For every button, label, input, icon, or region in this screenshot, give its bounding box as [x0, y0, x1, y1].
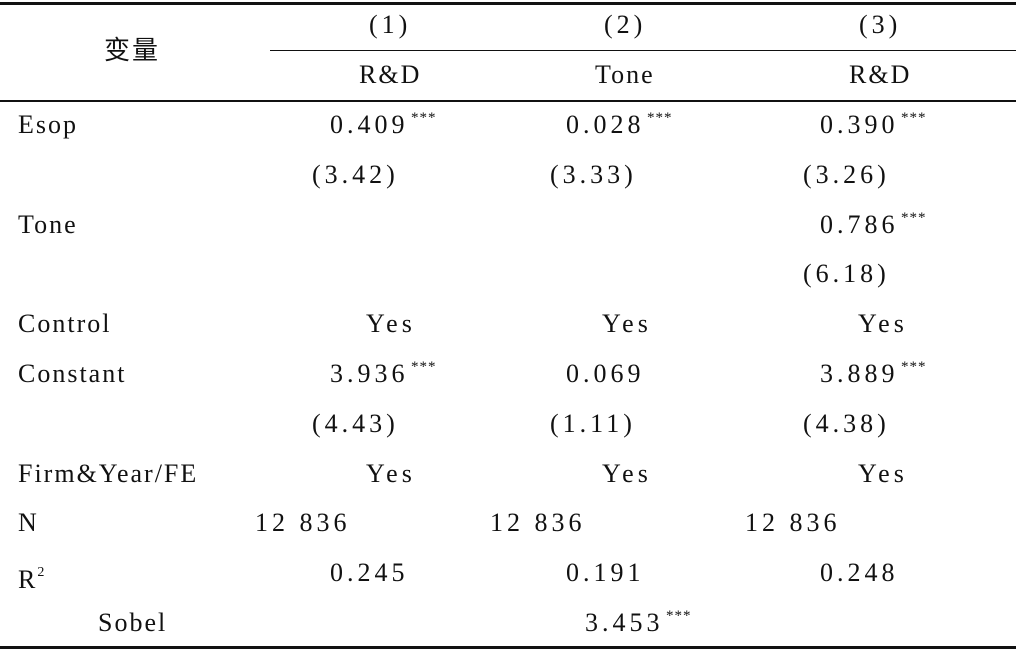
cell-value: 0.248: [820, 558, 899, 588]
column-number: (3): [859, 10, 902, 39]
cell-value: Yes: [366, 309, 416, 339]
row-label: Sobel: [98, 608, 168, 637]
cell-value: Yes: [602, 309, 652, 339]
cell-value: 12 836: [255, 508, 351, 538]
row-label: R2: [18, 565, 47, 595]
mid-rule: [270, 50, 1016, 51]
row-label: Control: [18, 309, 112, 339]
cell-value: (3.26): [803, 159, 890, 189]
cell-value: 0.069: [566, 359, 645, 388]
column-name: R&D: [359, 60, 422, 89]
cell-value: (4.43): [312, 408, 399, 438]
cell-value: (3.42): [312, 159, 399, 189]
cell-value: (6.18): [803, 259, 890, 289]
cell-value: (1.11): [550, 408, 636, 438]
column-name: Tone: [595, 60, 655, 89]
cell-value: 3.453: [585, 608, 664, 637]
cell-value: Yes: [858, 458, 908, 488]
cell-value: 0.028: [566, 110, 645, 139]
significance-stars: ***: [411, 359, 437, 375]
significance-stars: ***: [666, 608, 692, 624]
row-label: N: [18, 508, 39, 538]
row-label: Tone: [18, 209, 78, 239]
label-superscript: 2: [37, 565, 47, 581]
bottom-rule: [0, 646, 1016, 649]
cell-value: 0.191: [566, 558, 645, 588]
row-label: Esop: [18, 110, 78, 139]
top-rule: [0, 2, 1016, 5]
cell-value: 0.786: [820, 209, 899, 239]
row-label: Firm&Year/FE: [18, 458, 199, 488]
cell-value: Yes: [602, 458, 652, 488]
column-name: R&D: [849, 60, 912, 89]
cell-value: (4.38): [803, 408, 890, 438]
cell-value: Yes: [366, 458, 416, 488]
cell-value: 12 836: [745, 508, 841, 538]
column-number: (1): [369, 10, 412, 39]
significance-stars: ***: [411, 110, 437, 126]
cell-value: 0.390: [820, 110, 899, 139]
column-number: (2): [604, 10, 647, 39]
cell-value: (3.33): [550, 159, 637, 189]
cell-value: 12 836: [490, 508, 586, 538]
header-rule: [0, 100, 1016, 102]
cell-value: 0.409: [330, 110, 409, 139]
significance-stars: ***: [901, 359, 927, 375]
row-label: Constant: [18, 359, 127, 388]
significance-stars: ***: [901, 110, 927, 126]
cell-value: Yes: [858, 309, 908, 339]
cell-value: 3.936: [330, 359, 409, 388]
variable-header: 变量: [104, 36, 161, 65]
significance-stars: ***: [647, 110, 673, 126]
significance-stars: ***: [901, 209, 927, 226]
cell-value: 3.889: [820, 359, 899, 388]
cell-value: 0.245: [330, 558, 409, 588]
